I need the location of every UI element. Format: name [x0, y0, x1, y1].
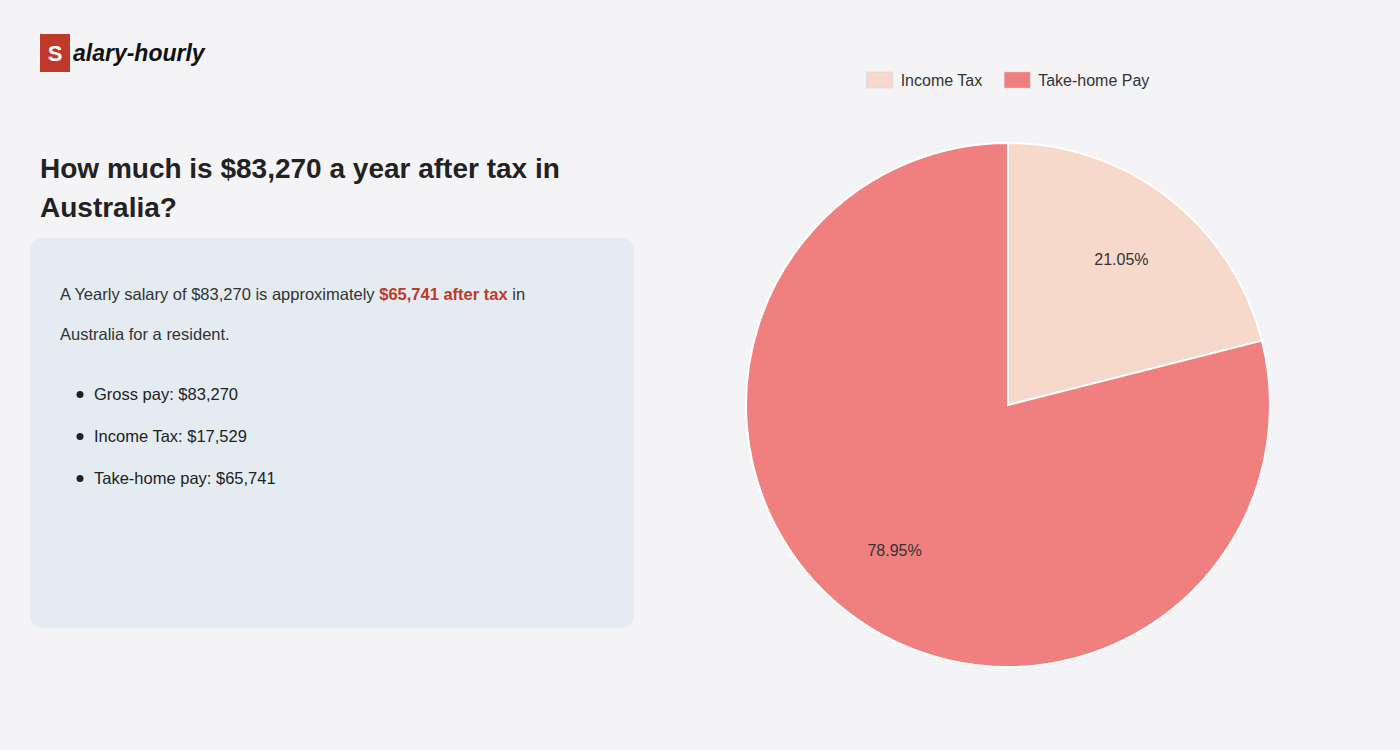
logo-text: alary-hourly: [73, 40, 206, 66]
bullet-dot: [77, 475, 84, 482]
logo-letter: S: [48, 41, 63, 66]
legend-label: Take-home Pay: [1038, 72, 1149, 89]
legend-item: Income Tax: [867, 72, 983, 89]
bullet-text: Gross pay: $83,270: [94, 385, 238, 403]
pie: 21.05% 78.95%: [746, 143, 1270, 667]
text-panel: Salary-hourly How much is $83,270 a year …: [30, 34, 634, 628]
chart-svg: Salary-hourly How much is $83,270 a year …: [0, 0, 1400, 750]
legend: Income Tax Take-home Pay: [867, 72, 1150, 89]
legend-swatch: [1004, 72, 1030, 88]
pie-slice: [746, 143, 1270, 667]
info-text: A Yearly salary of $83,270 is approximat…: [60, 285, 379, 303]
data-label: 21.05%: [1094, 251, 1148, 268]
chart-title: How much is $83,270 a year after tax inA…: [40, 153, 560, 223]
legend-swatch: [867, 72, 893, 88]
legend-label: Income Tax: [901, 72, 983, 89]
info-highlight: $65,741 after tax: [379, 285, 508, 303]
info-box: [30, 238, 634, 628]
logo-box: [40, 34, 70, 72]
background: [0, 0, 1400, 750]
info-text: in: [508, 285, 525, 303]
chart-root: Salary-hourly How much is $83,270 a year …: [0, 0, 1400, 750]
legend-item: Take-home Pay: [1004, 72, 1149, 89]
bullet-dot: [77, 391, 84, 398]
info-text: Australia for a resident.: [60, 325, 230, 343]
bullet-text: Take-home pay: $65,741: [94, 469, 276, 487]
data-label: 78.95%: [867, 542, 921, 559]
bullet-text: Income Tax: $17,529: [94, 427, 247, 445]
bullet-dot: [77, 433, 84, 440]
